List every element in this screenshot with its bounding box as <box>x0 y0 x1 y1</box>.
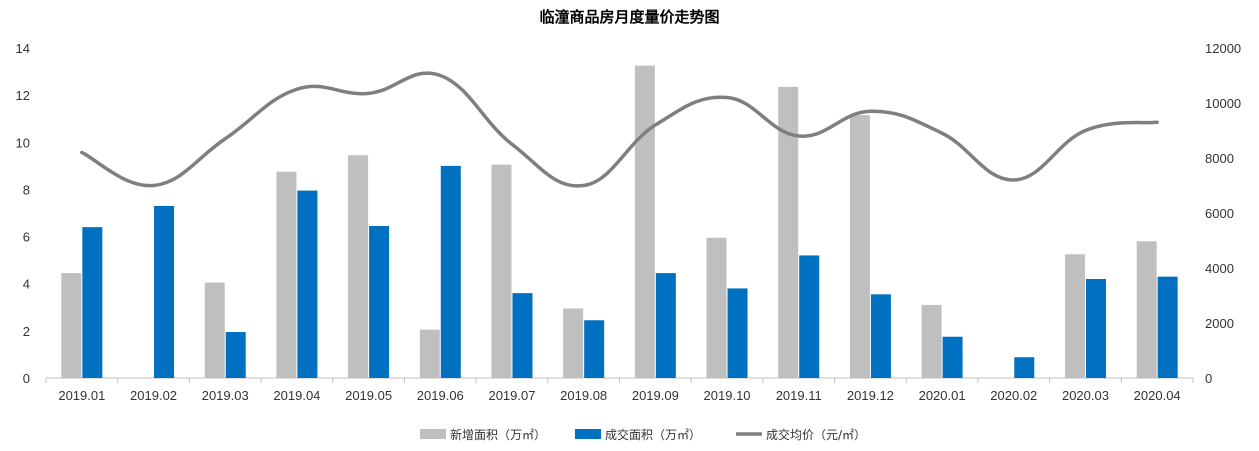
x-tick-label: 2019.05 <box>345 388 392 403</box>
x-tick-label: 2020.01 <box>919 388 966 403</box>
y-right-tick-label: 6000 <box>1205 206 1234 221</box>
bar-sold-area <box>512 293 533 378</box>
x-tick-label: 2020.03 <box>1062 388 1109 403</box>
legend-new-area-swatch <box>420 429 446 439</box>
legend-sold-area-swatch <box>575 429 601 439</box>
y-right-tick-label: 12000 <box>1205 41 1241 56</box>
bar-sold-area <box>1157 276 1178 378</box>
bar-new-area <box>849 115 870 378</box>
x-tick-label: 2019.09 <box>632 388 679 403</box>
x-tick-label: 2019.03 <box>202 388 249 403</box>
x-tick-label: 2019.01 <box>58 388 105 403</box>
bar-sold-area <box>799 255 820 378</box>
y-left-tick-label: 6 <box>23 230 30 245</box>
y-left-tick-label: 0 <box>23 371 30 386</box>
bar-new-area <box>1064 254 1085 378</box>
bar-new-area <box>563 308 584 378</box>
bar-new-area <box>778 86 799 379</box>
bar-sold-area <box>655 273 676 378</box>
bar-new-area <box>491 164 512 378</box>
y-right-tick-label: 8000 <box>1205 151 1234 166</box>
y-left-tick-label: 4 <box>23 277 30 292</box>
plot-area: 0 2 4 6 8 10 12 14 0 2000 4000 6000 8000 10000 12000 20… <box>16 41 1242 403</box>
y-left-tick-label: 10 <box>16 135 30 150</box>
bar-new-area <box>921 304 942 378</box>
bar-new-area <box>1136 241 1157 378</box>
y-left-tick-label: 14 <box>16 41 30 56</box>
chart-title: 临潼商品房月度量价走势图 <box>539 8 720 26</box>
legend-sold-area-label: 成交面积（万㎡） <box>605 427 701 442</box>
y-left-tick-label: 12 <box>16 88 30 103</box>
bar-sold-area <box>1014 357 1035 378</box>
bar-sold-area <box>297 190 318 378</box>
y-right-tick-label: 2000 <box>1205 316 1234 331</box>
y-right-tick-label: 4000 <box>1205 261 1234 276</box>
bar-sold-area <box>727 288 748 378</box>
bar-new-area <box>61 273 82 378</box>
x-tick-label: 2019.07 <box>488 388 535 403</box>
bar-sold-area <box>82 227 103 378</box>
x-tick-label: 2019.04 <box>273 388 320 403</box>
y-left-tick-label: 8 <box>23 182 30 197</box>
x-tick-label: 2020.02 <box>990 388 1037 403</box>
avg-price-line <box>80 71 1159 188</box>
legend: 新增面积（万㎡） 成交面积（万㎡） 成交均价（元/㎡） <box>420 427 866 442</box>
y-right-tick-label: 0 <box>1205 371 1212 386</box>
bar-new-area <box>634 65 655 378</box>
bar-new-area <box>419 329 440 378</box>
bar-sold-area <box>870 294 891 378</box>
x-tick-label: 2019.11 <box>776 388 822 403</box>
x-tick-label: 2019.12 <box>847 388 894 403</box>
x-tick-label: 2019.08 <box>560 388 607 403</box>
bar-sold-area <box>584 320 605 378</box>
bar-new-area <box>706 237 727 378</box>
bar-new-area <box>276 171 297 378</box>
bar-sold-area <box>942 336 963 378</box>
bar-sold-area <box>369 225 390 378</box>
bar-sold-area <box>440 165 461 378</box>
bar-sold-area <box>154 205 175 378</box>
bar-sold-area <box>1085 279 1106 378</box>
x-tick-label: 2019.02 <box>130 388 177 403</box>
x-tick-label: 2019.10 <box>704 388 751 403</box>
x-tick-label: 2020.04 <box>1134 388 1181 403</box>
legend-new-area-label: 新增面积（万㎡） <box>450 427 546 442</box>
y-left-tick-label: 2 <box>23 324 30 339</box>
y-right-tick-label: 10000 <box>1205 96 1241 111</box>
x-tick-label: 2019.06 <box>417 388 464 403</box>
bar-new-area <box>204 282 225 378</box>
bar-new-area <box>348 155 369 378</box>
legend-avg-price-label: 成交均价（元/㎡） <box>766 427 866 442</box>
bar-sold-area <box>225 332 246 378</box>
